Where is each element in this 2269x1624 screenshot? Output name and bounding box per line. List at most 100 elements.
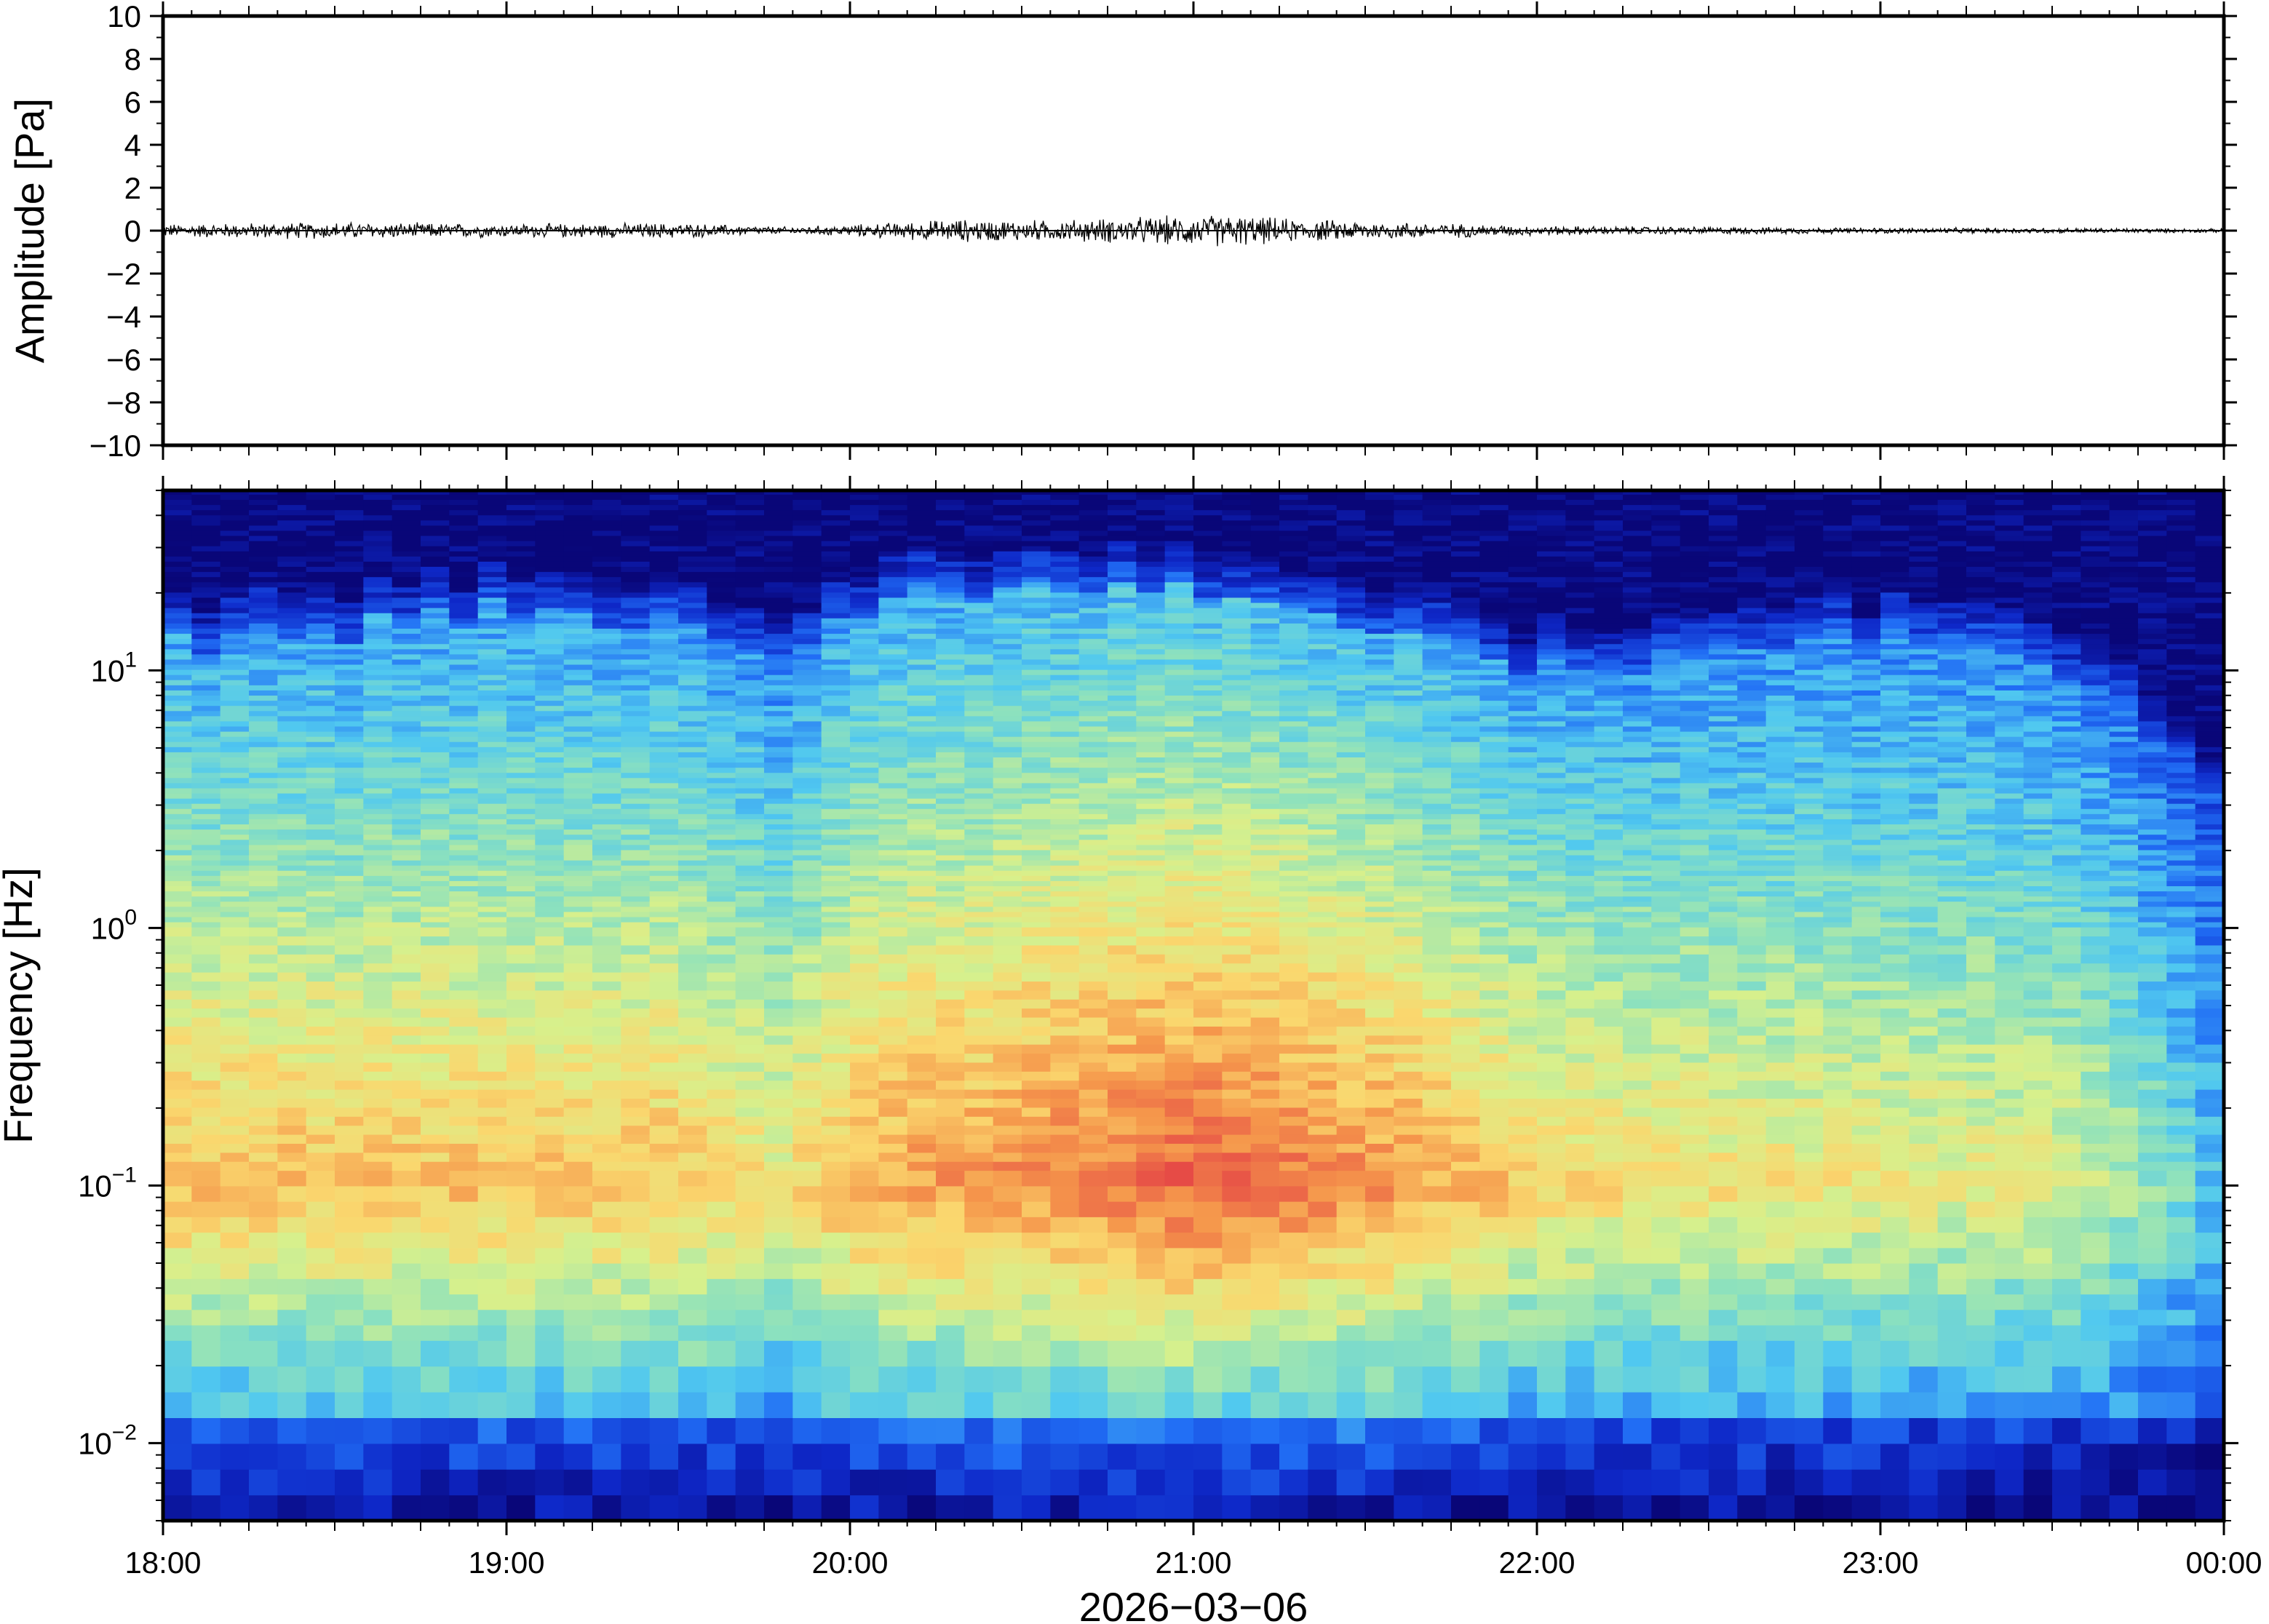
spectrogram-cell: [1022, 633, 1051, 640]
spectrogram-cell: [735, 648, 765, 655]
spectrogram-cell: [449, 772, 479, 779]
spectrogram-cell: [964, 1309, 994, 1326]
spectrogram-cell: [821, 576, 851, 583]
spectrogram-cell: [936, 880, 965, 886]
spectrogram-cell: [277, 885, 307, 892]
spectrogram-cell: [277, 1016, 307, 1027]
spectrogram-cell: [335, 762, 364, 768]
spectrogram-cell: [306, 1247, 335, 1264]
spectrogram-cell: [477, 1232, 507, 1249]
spectrogram-cell: [907, 680, 937, 685]
spectrogram-cell: [1108, 1044, 1137, 1054]
spectrogram-cell: [163, 1152, 192, 1162]
spectrogram-cell: [277, 906, 307, 912]
spectrogram-cell: [220, 1008, 250, 1018]
spectrogram-cell: [735, 1107, 765, 1117]
spectrogram-cell: [249, 648, 278, 655]
spectrogram-cell: [707, 803, 736, 809]
spectrogram-cell: [592, 613, 621, 618]
spectrogram-cell: [907, 715, 937, 722]
spectrogram-cell: [1136, 762, 1166, 768]
spectrogram-cell: [163, 870, 192, 876]
spectrogram-cell: [335, 906, 364, 912]
spectrogram-cell: [1022, 613, 1051, 618]
spectrogram-cell: [220, 757, 250, 763]
spectrogram-cell: [191, 586, 221, 593]
spectrogram-cell: [163, 1443, 192, 1470]
spectrogram-cell: [649, 1044, 679, 1054]
spectrogram-cell: [1050, 674, 1080, 680]
spectrogram-cell: [1193, 757, 1223, 763]
spectrogram-cell: [621, 509, 651, 516]
spectrogram-cell: [163, 736, 192, 742]
spectrogram-cell: [1193, 685, 1223, 690]
spectrogram-cell: [821, 561, 851, 568]
spectrogram-cell: [1193, 1366, 1223, 1393]
spectrogram-cell: [1108, 541, 1137, 546]
spectrogram-cell: [678, 752, 707, 757]
spectrogram-cell: [163, 566, 192, 573]
spectrogram-cell: [792, 658, 822, 665]
spectrogram-cell: [506, 1263, 536, 1279]
spectrogram-cell: [936, 1247, 965, 1264]
spectrogram-cell: [878, 608, 908, 613]
spectrogram-cell: [277, 551, 307, 557]
spectrogram-cell: [1078, 736, 1108, 742]
spectrogram-cell: [993, 787, 1022, 794]
spectrogram-cell: [878, 927, 908, 937]
spectrogram-cell: [592, 921, 621, 928]
spectrogram-cell: [1022, 1152, 1051, 1162]
spectrogram-cell: [993, 628, 1022, 634]
spectrogram-cell: [449, 509, 479, 516]
spectrogram-cell: [1136, 834, 1166, 840]
spectrogram-cell: [621, 1071, 651, 1081]
spectrogram-cell: [907, 1185, 937, 1202]
spectrogram-cell: [563, 927, 593, 937]
spectrogram-cell: [707, 1089, 736, 1099]
spectrogram-cell: [506, 865, 536, 871]
spectrogram-cell: [421, 680, 450, 685]
spectrogram-cell: [878, 849, 908, 856]
spectrogram-cell: [1164, 921, 1194, 928]
spectrogram-cell: [707, 747, 736, 752]
spectrogram-cell: [363, 535, 393, 541]
spectrogram-cell: [649, 597, 679, 603]
spectrogram-cell: [993, 736, 1022, 742]
spectrogram-cell: [1136, 798, 1166, 804]
spectrogram-cell: [563, 803, 593, 809]
spectrogram-cell: [421, 885, 450, 892]
spectrogram-cell: [421, 1134, 450, 1144]
spectrogram-cell: [363, 1134, 393, 1144]
spectrogram-cell: [1108, 849, 1137, 856]
spectrogram-cell: [163, 944, 192, 955]
spectrogram-cell: [277, 586, 307, 593]
spectrogram-cell: [1078, 906, 1108, 912]
spectrogram-cell: [449, 623, 479, 629]
spectrogram-cell: [735, 700, 765, 706]
spectrogram-cell: [707, 944, 736, 955]
spectrogram-cell: [621, 885, 651, 892]
spectrogram-cell: [277, 490, 307, 495]
spectrogram-cell: [964, 834, 994, 840]
spectrogram-cell: [993, 1263, 1022, 1279]
spectrogram-cell: [850, 504, 879, 511]
spectrogram-cell: [592, 1016, 621, 1027]
spectrogram-cell: [1164, 1278, 1194, 1295]
spectrogram-cell: [535, 715, 565, 722]
spectrogram-cell: [363, 906, 393, 912]
spectrogram-cell: [220, 1366, 250, 1393]
spectrogram-cell: [792, 618, 822, 624]
spectrogram-cell: [592, 777, 621, 784]
spectrogram-cell: [1078, 1366, 1108, 1393]
spectrogram-cell: [878, 808, 908, 814]
spectrogram-cell: [1193, 618, 1223, 624]
spectrogram-cell: [363, 664, 393, 670]
spectrogram-cell: [363, 1008, 393, 1018]
spectrogram-cell: [421, 1107, 450, 1117]
spectrogram-cell: [936, 602, 965, 608]
spectrogram-cell: [735, 1201, 765, 1217]
spectrogram-cell: [249, 844, 278, 851]
spectrogram-cell: [163, 752, 192, 757]
spectrogram-cell: [1078, 936, 1108, 946]
spectrogram-cell: [535, 1053, 565, 1063]
